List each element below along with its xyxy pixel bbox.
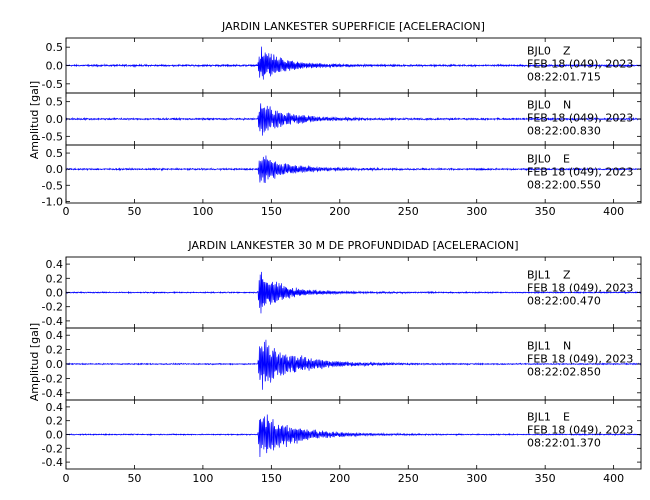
y-tick-label: 0.4: [46, 329, 64, 342]
y-tick-label: -0.2: [42, 372, 63, 385]
y-tick-label: 0.0: [46, 113, 64, 126]
x-tick-label: 0: [63, 472, 70, 485]
y-tick-label: 0.0: [46, 60, 64, 73]
waveform-line: [65, 271, 642, 314]
x-tick-label: 350: [535, 205, 556, 218]
time-label: 08:22:00.470: [527, 294, 601, 307]
x-tick-label: 100: [192, 472, 213, 485]
y-tick-label: -0.5: [42, 130, 63, 143]
x-tick-label: 50: [127, 205, 141, 218]
y-tick-label: -0.4: [42, 315, 63, 328]
y-axis-label: Amplitud [gal]: [28, 81, 41, 159]
y-tick-label: -0.5: [42, 78, 63, 91]
waveform-line: [65, 103, 642, 136]
component-label: N: [563, 99, 571, 112]
time-label: 08:22:02.850: [527, 366, 601, 379]
y-tick-label: 0.0: [46, 287, 64, 300]
time-label: 08:22:00.830: [527, 125, 601, 138]
y-tick-label: 0.5: [46, 147, 64, 160]
chart-title: JARDIN LANKESTER SUPERFICIE [ACELERACION…: [221, 20, 485, 33]
x-tick-label: 300: [466, 205, 487, 218]
station-label: BJL1: [527, 268, 551, 281]
seismogram-chart-1: JARDIN LANKESTER SUPERFICIE [ACELERACION…: [28, 20, 642, 218]
x-tick-label: 200: [329, 472, 350, 485]
y-tick-label: 0.2: [46, 344, 64, 357]
time-label: 08:22:01.370: [527, 437, 601, 450]
y-tick-label: -0.4: [42, 456, 63, 469]
y-tick-label: 0.2: [46, 415, 64, 428]
y-tick-label: -0.2: [42, 301, 63, 314]
seismogram-chart-2: JARDIN LANKESTER 30 M DE PROFUNDIDAD [AC…: [28, 239, 642, 485]
y-tick-label: 0.4: [46, 258, 64, 271]
y-axis-label: Amplitud [gal]: [28, 323, 41, 401]
y-tick-label: 0.5: [46, 41, 64, 54]
x-tick-label: 50: [127, 472, 141, 485]
panel-frame: [65, 144, 642, 204]
x-tick-label: 0: [63, 205, 70, 218]
time-label: 08:22:01.715: [527, 71, 601, 84]
y-tick-label: -0.2: [42, 442, 63, 455]
station-label: BJL1: [527, 411, 551, 424]
y-tick-label: 0.5: [46, 96, 64, 109]
station-label: BJL0: [527, 45, 551, 58]
y-tick-label: 0.0: [46, 163, 64, 176]
date-label: FEB 18 (049), 2023: [527, 281, 633, 294]
waveform-line: [65, 46, 642, 80]
date-label: FEB 18 (049), 2023: [527, 165, 633, 178]
component-label: E: [563, 152, 570, 165]
y-tick-label: -0.5: [42, 179, 63, 192]
component-label: Z: [563, 45, 571, 58]
x-tick-label: 150: [261, 472, 282, 485]
x-tick-label: 250: [398, 472, 419, 485]
x-tick-label: 200: [329, 205, 350, 218]
y-tick-label: -1.0: [42, 195, 63, 208]
time-label: 08:22:00.550: [527, 178, 601, 191]
x-tick-label: 300: [466, 472, 487, 485]
station-label: BJL0: [527, 152, 551, 165]
date-label: FEB 18 (049), 2023: [527, 353, 633, 366]
y-tick-label: 0.0: [46, 358, 64, 371]
station-label: BJL1: [527, 340, 551, 353]
waveform-line: [65, 414, 642, 457]
component-label: E: [563, 411, 570, 424]
x-tick-label: 400: [603, 205, 624, 218]
component-label: Z: [563, 268, 571, 281]
x-tick-label: 250: [398, 205, 419, 218]
y-tick-label: 0.2: [46, 272, 64, 285]
x-tick-label: 400: [603, 472, 624, 485]
y-tick-label: -0.4: [42, 387, 63, 400]
waveform-line: [65, 155, 642, 184]
x-tick-label: 100: [192, 205, 213, 218]
date-label: FEB 18 (049), 2023: [527, 424, 633, 437]
date-label: FEB 18 (049), 2023: [527, 112, 633, 125]
component-label: N: [563, 340, 571, 353]
waveform-line: [65, 339, 642, 390]
chart-title: JARDIN LANKESTER 30 M DE PROFUNDIDAD [AC…: [187, 239, 518, 252]
x-tick-label: 150: [261, 205, 282, 218]
station-label: BJL0: [527, 99, 551, 112]
x-tick-label: 350: [535, 472, 556, 485]
date-label: FEB 18 (049), 2023: [527, 58, 633, 71]
y-tick-label: 0.0: [46, 429, 64, 442]
panel-frame: [65, 399, 642, 470]
y-tick-label: 0.4: [46, 401, 64, 414]
